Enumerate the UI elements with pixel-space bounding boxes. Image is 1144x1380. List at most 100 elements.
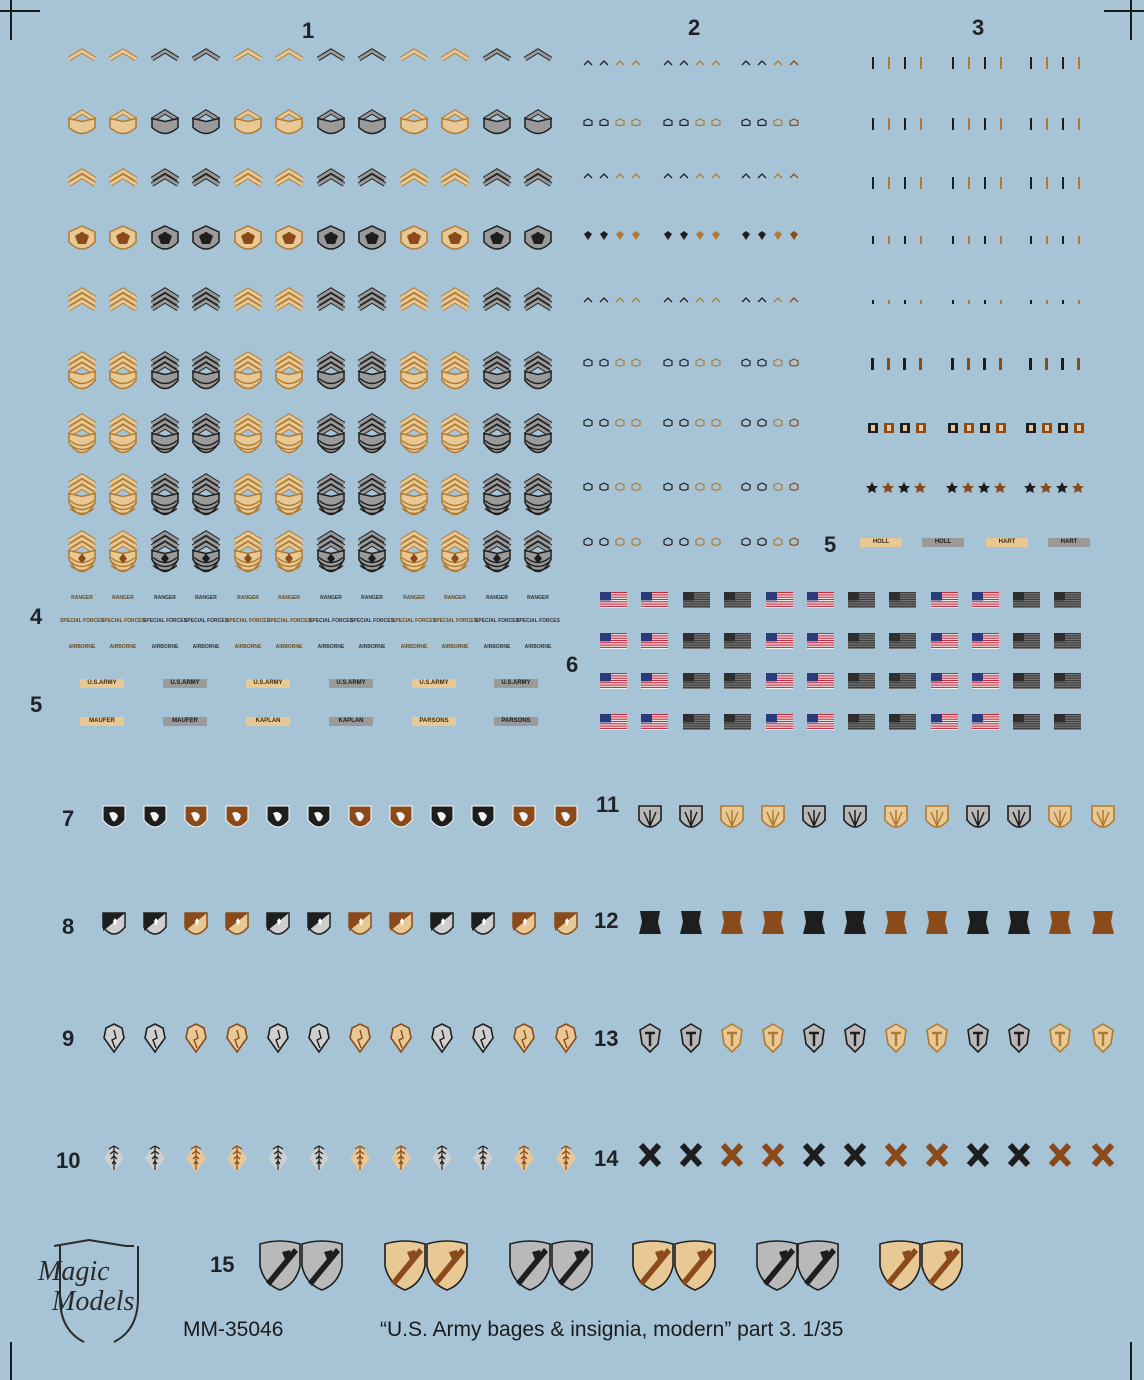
- sgt-chevron: [108, 287, 138, 312]
- section-number-12: 12: [594, 908, 619, 933]
- sfc-chevron: [150, 413, 180, 454]
- arc-tab: RANGER: [361, 595, 383, 601]
- us-flag-icon: [766, 592, 793, 608]
- mini-rank-icon: [583, 60, 593, 66]
- cpl-chevron: [357, 168, 387, 187]
- cpl-chevron: [191, 168, 221, 187]
- mini-rank-icon: [679, 297, 689, 303]
- mini-rank-icon: [599, 358, 609, 367]
- arc-tab: SPECIAL FORCES: [392, 618, 436, 624]
- mini-rank-icon: [599, 118, 609, 127]
- mini-rank-icon: [695, 482, 705, 491]
- mini-rank-icon: [631, 297, 641, 303]
- officer-bar-icon: [968, 57, 970, 69]
- cavalry-patch-icon: [674, 1240, 716, 1291]
- sfc-chevron: [399, 413, 429, 454]
- mini-rank-icon: [773, 418, 783, 427]
- mini-rank-icon: [631, 418, 641, 427]
- mini-rank-icon: [599, 297, 609, 303]
- arc-tab: RANGER: [486, 595, 508, 601]
- spc-eagle: [275, 225, 303, 250]
- arc-tab: AIRBORNE: [234, 644, 262, 650]
- us-flag-icon: [724, 714, 751, 730]
- us-flag-icon: [889, 592, 916, 608]
- us-flag-icon: [848, 673, 875, 689]
- mini-rank-icon: [599, 537, 609, 546]
- sfc-chevron: [108, 413, 138, 454]
- captain-bars-icon: [871, 425, 875, 431]
- officer-bar-icon: [904, 177, 906, 189]
- arc-tab: AIRBORNE: [109, 644, 137, 650]
- officer-bar-icon: [920, 236, 922, 244]
- arc-tab: AIRBORNE: [483, 644, 511, 650]
- mini-rank-icon: [712, 231, 720, 240]
- oak-leaf-icon: [914, 482, 926, 493]
- shield-sword-patch-icon: [1091, 805, 1115, 828]
- cpl-chevron: [440, 168, 470, 187]
- screaming-eagle-patch-icon: [512, 805, 536, 828]
- spc-eagle: [524, 225, 552, 250]
- arrowhead-patch-icon: [308, 1023, 330, 1054]
- screaming-eagle-patch-icon: [225, 805, 249, 828]
- mini-rank-icon: [789, 297, 799, 303]
- us-flag-icon: [683, 633, 710, 649]
- cpl-chevron: [399, 168, 429, 187]
- keystone-patch-icon: [926, 911, 948, 934]
- officer-bar-icon: [887, 358, 890, 370]
- officer-bar-icon: [888, 177, 890, 189]
- cavalry-patch-icon: [301, 1240, 343, 1291]
- shield-sword-patch-icon: [925, 805, 949, 828]
- us-flag-icon: [683, 592, 710, 608]
- cpl-chevron: [523, 168, 553, 187]
- officer-bar-icon: [951, 358, 954, 370]
- arc-tab: RANGER: [527, 595, 549, 601]
- tree-patch-icon: [432, 1144, 452, 1172]
- section-number-13: 13: [594, 1026, 619, 1051]
- screaming-eagle-patch-icon: [266, 805, 290, 828]
- arc-tab: RANGER: [154, 595, 176, 601]
- arc-tab: AIRBORNE: [192, 644, 220, 650]
- tree-patch-icon: [514, 1144, 534, 1172]
- officer-bar-icon: [872, 118, 874, 130]
- ssg-chevron: [191, 351, 221, 390]
- mini-rank-icon: [663, 60, 673, 66]
- mini-rank-icon: [741, 118, 751, 127]
- us-flag-icon: [848, 633, 875, 649]
- shield-sword-patch-icon: [761, 805, 785, 828]
- 1sg-chevron: [316, 530, 346, 573]
- arc-tab: SPECIAL FORCES: [184, 618, 228, 624]
- msg-chevron: [316, 473, 346, 516]
- letter-t-patch-icon: [1008, 1023, 1030, 1054]
- 1sg-chevron: [440, 530, 470, 573]
- letter-t-patch-icon: [844, 1023, 866, 1054]
- officer-bar-icon: [984, 118, 986, 130]
- x-cross-patch-icon: [1007, 1142, 1031, 1168]
- 1sg-chevron: [482, 530, 512, 573]
- magic-models-logo: Magic Models: [34, 1238, 166, 1348]
- officer-bar-icon: [1000, 57, 1002, 69]
- arc-tab: AIRBORNE: [400, 644, 428, 650]
- officer-bar-icon: [968, 236, 970, 244]
- 1sg-chevron: [108, 530, 138, 573]
- us-flag-icon: [724, 633, 751, 649]
- officer-bar-icon: [984, 57, 986, 69]
- oak-leaf-icon: [946, 482, 958, 493]
- sgt-chevron: [150, 287, 180, 312]
- sgt-chevron: [233, 287, 263, 312]
- officer-bar-icon: [1078, 177, 1080, 189]
- tree-patch-icon: [186, 1144, 206, 1172]
- mini-rank-icon: [631, 537, 641, 546]
- mini-rank-icon: [615, 537, 625, 546]
- sfc-chevron: [191, 413, 221, 454]
- us-flag-icon: [641, 673, 668, 689]
- army-tape: U.S.ARMY: [412, 679, 456, 688]
- sgt-chevron: [191, 287, 221, 312]
- mini-rank-icon: [789, 418, 799, 427]
- mini-rank-icon: [695, 60, 705, 66]
- arc-tab: AIRBORNE: [441, 644, 469, 650]
- ssg-chevron: [523, 351, 553, 390]
- arrowhead-patch-icon: [185, 1023, 207, 1054]
- cpl-chevron: [274, 168, 304, 187]
- sgt-chevron: [67, 287, 97, 312]
- us-flag-icon: [766, 673, 793, 689]
